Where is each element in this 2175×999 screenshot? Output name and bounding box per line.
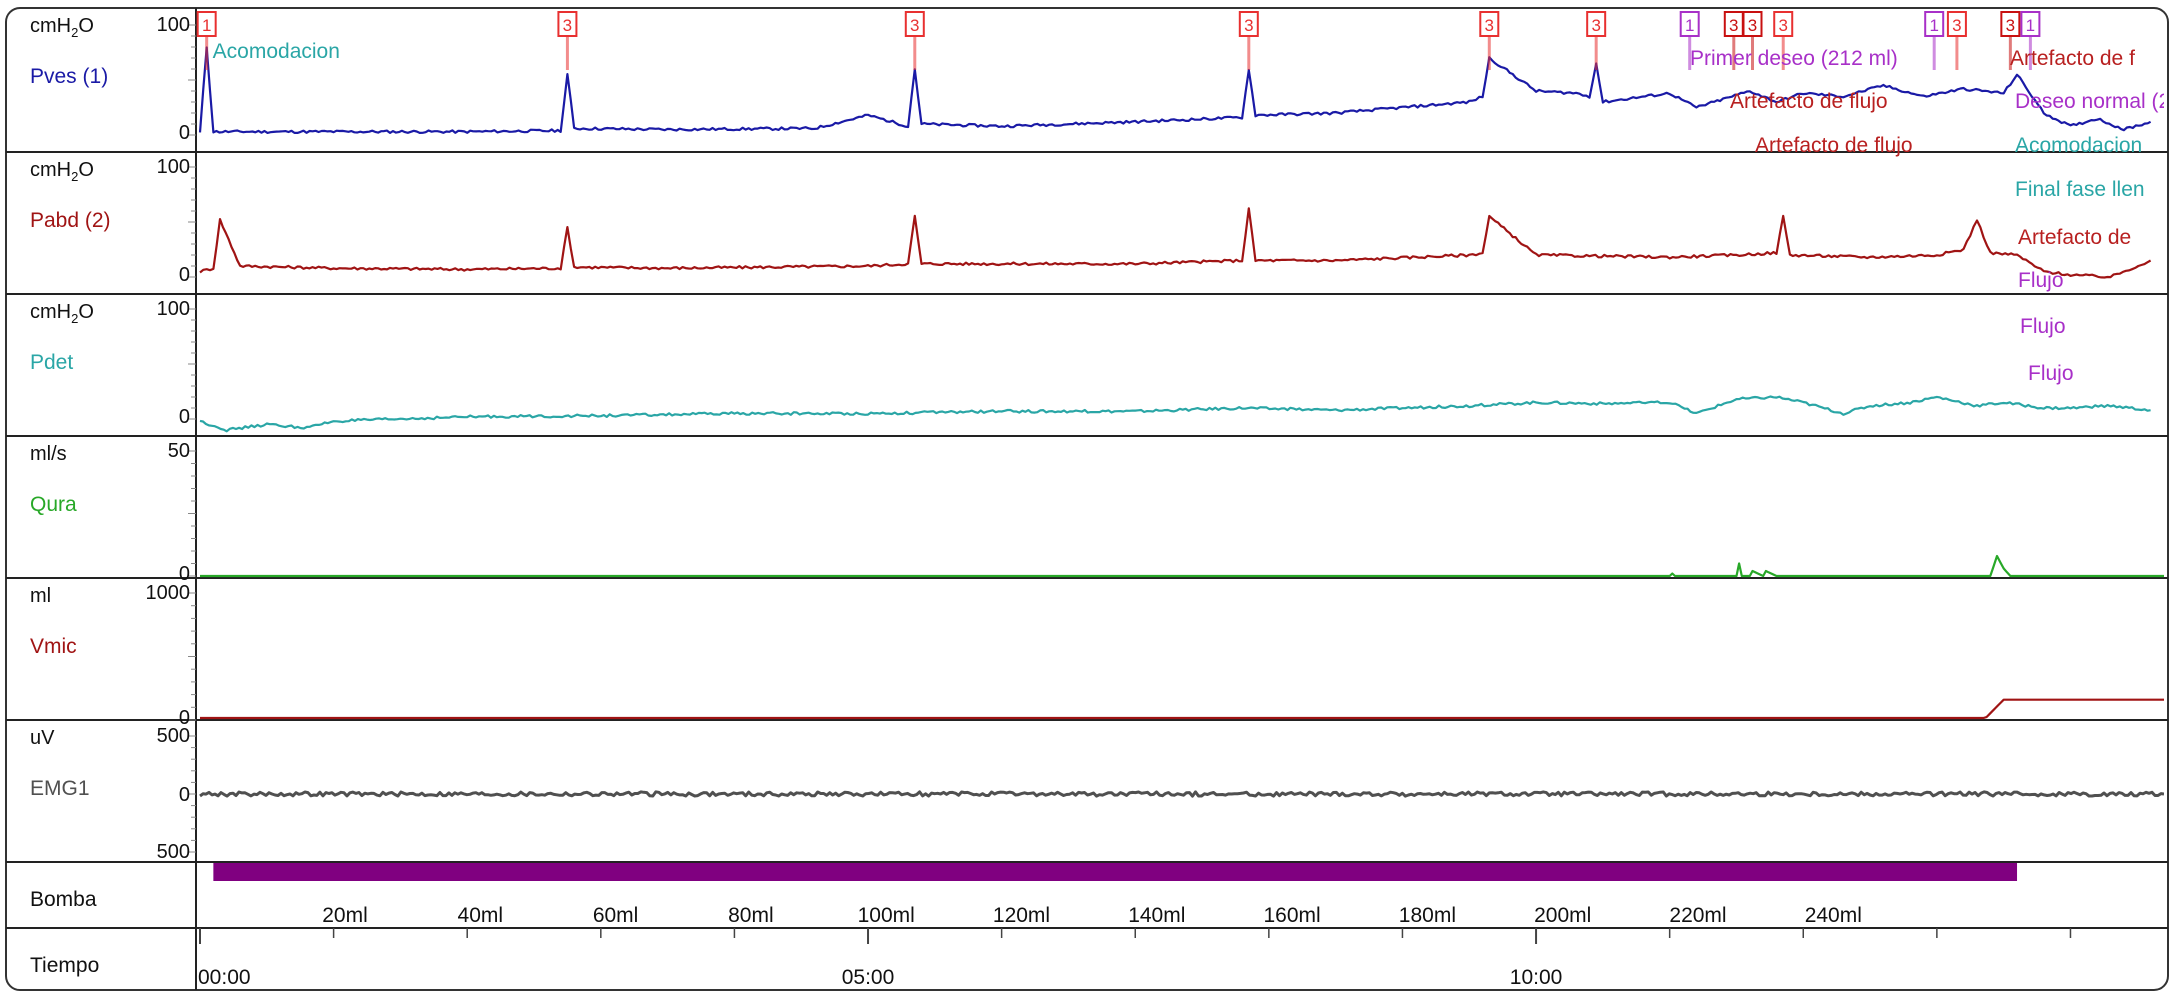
- pump-label: Bomba: [30, 888, 97, 911]
- annotation-text: Primer deseo (212 ml): [1690, 47, 1898, 70]
- marker-box: [1946, 11, 1967, 37]
- channel-name: Vmic: [30, 635, 77, 658]
- pump-axis: Bomba 20ml 40ml 60ml 80ml 100ml 120ml 140ml 160m…: [30, 863, 2018, 927]
- y-max-label: 1000: [146, 582, 191, 604]
- annotation-text: Flujo: [2028, 362, 2074, 385]
- annotation-text: Flujo: [2018, 269, 2064, 292]
- volume-tick-label: 180ml: [1399, 904, 1456, 927]
- trace-pves-1-: [198, 46, 2152, 134]
- y-min-label: 0: [179, 563, 190, 585]
- channel-name: Pabd (2): [30, 209, 111, 232]
- pump-bar: [213, 863, 2018, 881]
- marker-label: 3: [910, 16, 919, 35]
- trace-pdet: [199, 395, 2151, 433]
- time-tick-label: 10:00: [1510, 966, 1563, 989]
- marker-box: [1238, 11, 1259, 37]
- marker-label: 3: [563, 16, 572, 35]
- marker-label: 3: [2006, 16, 2015, 35]
- y-mid-label: 0: [179, 784, 190, 806]
- channel-unit: cmH2O: [30, 159, 94, 184]
- marker-label: 1: [1929, 16, 1938, 35]
- marker-label: 1: [2026, 16, 2035, 35]
- annotation-text: Flujo: [2020, 315, 2066, 338]
- volume-tick-label: 120ml: [993, 904, 1050, 927]
- y-max-label: 100: [157, 298, 190, 320]
- channel-name: Qura: [30, 493, 77, 516]
- volume-tick-label: 160ml: [1263, 904, 1320, 927]
- y-min-label: 0: [179, 264, 190, 286]
- marker-box: [904, 11, 925, 37]
- channel-name: Pves (1): [30, 65, 108, 88]
- chart-frame: [5, 7, 2169, 991]
- time-tick-label: 05:00: [842, 966, 895, 989]
- y-max-label: 100: [157, 156, 190, 178]
- gridlines: [188, 24, 196, 853]
- channel-unit: cmH2O: [30, 15, 94, 40]
- trace-emg1: [199, 790, 2164, 798]
- marker-box: [1773, 11, 1794, 37]
- outer-border: [5, 7, 2169, 991]
- annotation-text: Artefacto de flujo: [1755, 134, 1913, 157]
- marker-label: 3: [1729, 16, 1738, 35]
- channel-name: EMG1: [30, 777, 90, 800]
- volume-tick-label: 20ml: [322, 904, 368, 927]
- time-axis-label: Tiempo: [30, 954, 99, 977]
- marker-label: 3: [1952, 16, 1961, 35]
- y-max-label: 100: [157, 14, 190, 36]
- marker-box: [1742, 11, 1763, 37]
- y-min-label: 500: [157, 841, 190, 863]
- marker-box: [1924, 11, 1945, 37]
- annotation-text: Final fase llen: [2015, 178, 2145, 201]
- marker-box: [2000, 11, 2021, 37]
- marker-box: [557, 11, 578, 37]
- time-axis: Tiempo 00:00 05:00 10:00: [30, 928, 2072, 989]
- annotation-text: Artefacto de f: [2010, 47, 2135, 70]
- volume-tick-label: 60ml: [593, 904, 639, 927]
- annotation-text: Artefacto de: [2018, 226, 2131, 249]
- volume-tick-label: 140ml: [1128, 904, 1185, 927]
- annotations: Acomodacion Primer deseo (212 ml) Artefact…: [213, 40, 2175, 385]
- channel-unit: cmH2O: [30, 301, 94, 326]
- marker-label: 3: [1778, 16, 1787, 35]
- channel-unit: ml: [30, 585, 51, 607]
- channel-unit: uV: [30, 727, 55, 749]
- marker-box: [2020, 11, 2041, 37]
- volume-tick-label: 80ml: [728, 904, 774, 927]
- marker-label: 3: [1591, 16, 1600, 35]
- volume-tick-label: 100ml: [858, 904, 915, 927]
- marker-label: 3: [1485, 16, 1494, 35]
- y-max-label: 50: [168, 440, 190, 462]
- trace-vmic: [200, 698, 2164, 720]
- marker-box: [1679, 11, 1700, 37]
- y-max-label: 500: [157, 725, 190, 747]
- y-min-label: 0: [179, 122, 190, 144]
- y-min-label: 0: [179, 707, 190, 729]
- annotation-text: Artefacto de flujo: [1730, 90, 1888, 113]
- trace-pabd-2-: [199, 207, 2152, 279]
- marker-label: 1: [202, 16, 211, 35]
- channel-unit: ml/s: [30, 443, 67, 465]
- annotation-text: Acomodacion: [2015, 134, 2142, 157]
- annotation-acomodacion: Acomodacion: [213, 40, 340, 63]
- marker-box: [1479, 11, 1500, 37]
- time-tick-label: 00:00: [198, 966, 251, 989]
- volume-tick-label: 200ml: [1534, 904, 1591, 927]
- marker-box: [196, 11, 217, 37]
- volume-tick-label: 40ml: [458, 904, 504, 927]
- trace-qura: [200, 554, 2164, 578]
- y-min-label: 0: [179, 406, 190, 428]
- annotation-text: Deseo normal (249: [2015, 90, 2175, 113]
- channel-name: Pdet: [30, 351, 73, 374]
- marker-label: 3: [1244, 16, 1253, 35]
- marker-label: 3: [1748, 16, 1757, 35]
- traces: [198, 46, 2164, 798]
- volume-tick-label: 240ml: [1805, 904, 1862, 927]
- volume-tick-label: 220ml: [1669, 904, 1726, 927]
- channel-labels: cmH2O 100 Pves (1) 0 cmH2O 100 Pabd (2) 0 cmH2O 1…: [30, 14, 190, 863]
- marker-label: 1: [1685, 16, 1694, 35]
- marker-box: [1586, 11, 1607, 37]
